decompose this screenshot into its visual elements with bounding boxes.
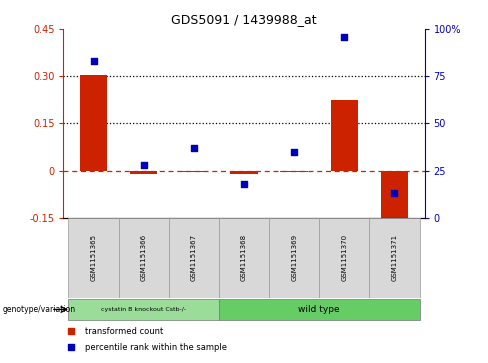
Bar [319, 218, 369, 298]
Bar [269, 218, 319, 298]
Title: GDS5091 / 1439988_at: GDS5091 / 1439988_at [171, 13, 317, 26]
Point [240, 181, 248, 187]
Text: GSM1151370: GSM1151370 [341, 234, 347, 281]
Text: GSM1151366: GSM1151366 [141, 234, 147, 281]
Bar [369, 218, 420, 298]
Bar [68, 218, 119, 298]
Bar [169, 218, 219, 298]
Bar [80, 75, 107, 171]
Point [306, 127, 314, 132]
Text: GSM1151365: GSM1151365 [91, 234, 97, 281]
Text: percentile rank within the sample: percentile rank within the sample [85, 343, 227, 352]
Point [290, 149, 298, 155]
Bar [130, 171, 158, 174]
Bar [330, 100, 358, 171]
Point [390, 190, 398, 196]
Text: wild type: wild type [299, 305, 340, 314]
Bar [219, 299, 420, 320]
Point [341, 34, 348, 40]
Text: GSM1151369: GSM1151369 [291, 234, 297, 281]
Text: GSM1151368: GSM1151368 [241, 234, 247, 281]
Bar [281, 171, 308, 172]
Bar [68, 299, 219, 320]
Text: transformed count: transformed count [85, 327, 163, 335]
Point [90, 58, 98, 64]
Bar [119, 218, 169, 298]
Point [190, 145, 198, 151]
Bar [230, 171, 258, 174]
Text: GSM1151371: GSM1151371 [391, 234, 397, 281]
Text: GSM1151367: GSM1151367 [191, 234, 197, 281]
Point [140, 162, 147, 168]
Bar [381, 171, 408, 229]
Bar [180, 171, 207, 172]
Text: genotype/variation: genotype/variation [2, 305, 76, 314]
Point [306, 275, 314, 281]
Bar [219, 218, 269, 298]
Text: cystatin B knockout Cstb-/-: cystatin B knockout Cstb-/- [101, 307, 186, 312]
